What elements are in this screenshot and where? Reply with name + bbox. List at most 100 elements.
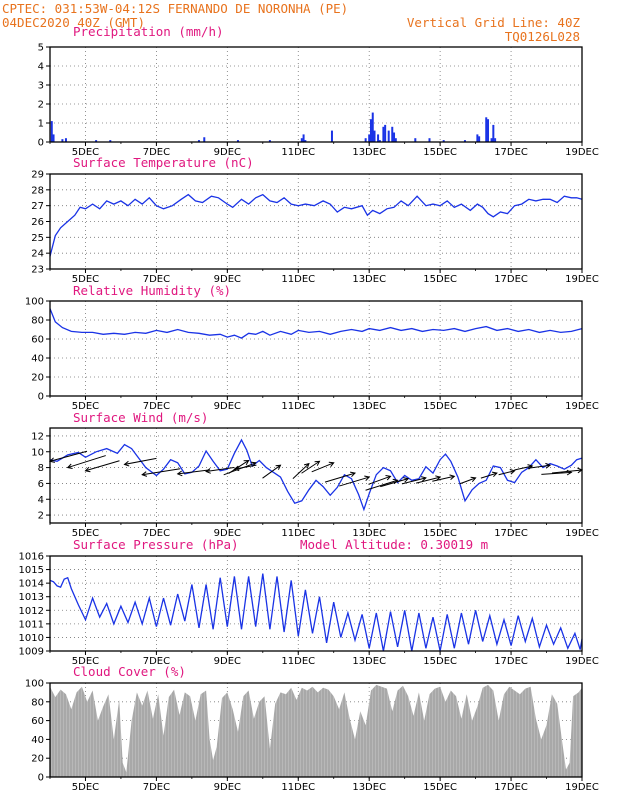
x-tick-label: 15DEC — [423, 528, 457, 539]
y-tick-label: 1014 — [19, 579, 44, 590]
y-tick-label: 1012 — [19, 606, 44, 617]
x-tick-label: 17DEC — [494, 528, 528, 539]
precip-bar — [197, 140, 200, 142]
x-tick-label: 13DEC — [352, 528, 386, 539]
x-tick-label: 9DEC — [214, 147, 241, 158]
precip-bar — [364, 138, 367, 142]
precip-bar — [330, 130, 333, 142]
y-tick-label: 10 — [31, 447, 44, 458]
x-tick-label: 19DEC — [565, 656, 599, 667]
wind-arrow-head — [364, 475, 371, 481]
temp-line — [49, 193, 583, 257]
precip-bar — [369, 119, 372, 142]
x-tick-label: 7DEC — [143, 528, 170, 539]
wind-arrow — [498, 470, 515, 476]
x-tick-label: 7DEC — [143, 274, 170, 285]
y-tick-label: 28 — [31, 185, 44, 196]
x-tick-label: 15DEC — [423, 656, 457, 667]
wind-arrow — [301, 460, 320, 474]
x-tick-label: 13DEC — [352, 274, 386, 285]
y-tick-label: 100 — [25, 297, 44, 308]
precip-bar — [378, 140, 381, 142]
x-tick-label: 11DEC — [281, 401, 315, 412]
wind-arrow-head — [449, 474, 456, 480]
wind-arrow — [324, 472, 356, 483]
y-tick-label: 60 — [31, 335, 44, 346]
x-tick-label: 11DEC — [281, 528, 315, 539]
wind-arrow-head — [385, 475, 392, 481]
x-tick-label: 9DEC — [214, 401, 241, 412]
precip-bar — [487, 119, 490, 142]
precip-bar — [387, 130, 390, 142]
precip-panel: 0 1 2 3 4 5 5DEC 7DEC 9DEC 11DEC 13DEC 15DEC 17DEC 19… — [38, 24, 599, 158]
precip-bar — [492, 124, 495, 142]
wind-arrow-head — [243, 459, 250, 466]
precip-bar — [485, 117, 488, 142]
x-tick-label: 13DEC — [352, 147, 386, 158]
precip-bar — [52, 134, 55, 142]
temp-title: Surface Temperature (nC) — [73, 155, 254, 170]
x-tick-label: 15DEC — [423, 782, 457, 793]
wind-arrow — [85, 460, 120, 472]
wind-panel: 2 4 6 8 10 12 5DEC 7DEC 9DEC 11DEC 13DEC 15DEC 17DEC… — [31, 410, 599, 539]
x-tick-label: 13DEC — [352, 656, 386, 667]
y-tick-label: 3 — [38, 81, 44, 92]
wind-arrow — [124, 457, 157, 465]
y-tick-label: 4 — [38, 495, 44, 506]
y-tick-label: 0 — [38, 392, 44, 403]
wind-arrow-head — [66, 463, 73, 469]
y-tick-label: 80 — [31, 697, 44, 708]
y-tick-label: 29 — [31, 170, 44, 181]
precip-bar — [414, 138, 417, 142]
x-tick-label: 19DEC — [565, 528, 599, 539]
x-tick-label: 19DEC — [565, 147, 599, 158]
wind-arrow-head — [250, 461, 257, 467]
precip-bar — [373, 130, 376, 142]
wind-arrow — [177, 469, 210, 475]
x-tick-label: 9DEC — [214, 274, 241, 285]
cloud-cover-area — [50, 684, 582, 777]
x-tick-label: 5DEC — [72, 147, 99, 158]
y-tick-label: 12 — [31, 431, 44, 442]
wind-arrow-head — [509, 469, 516, 475]
x-tick-label: 9DEC — [214, 656, 241, 667]
wind-arrow — [432, 475, 455, 482]
x-tick-label: 9DEC — [214, 782, 241, 793]
wind-arrow-head — [435, 475, 442, 481]
wind-arrow — [205, 467, 235, 473]
wind-arrow-head — [470, 476, 477, 483]
wind-arrow — [311, 462, 334, 473]
precip-bar — [476, 134, 479, 142]
wind-line — [49, 438, 583, 512]
precip-bar — [391, 126, 394, 142]
x-tick-label: 17DEC — [494, 782, 528, 793]
x-tick-label: 5DEC — [72, 401, 99, 412]
panel-frame — [49, 300, 583, 397]
wind-arrow — [368, 475, 391, 485]
precip-bar — [494, 138, 497, 142]
y-tick-label: 27 — [31, 201, 44, 212]
wind-arrow-head — [403, 477, 410, 483]
wind-arrow — [67, 455, 106, 469]
precip-bar — [377, 134, 380, 142]
y-tick-label: 1015 — [19, 565, 44, 576]
y-tick-label: 23 — [31, 265, 44, 276]
x-tick-label: 19DEC — [565, 401, 599, 412]
y-tick-label: 5 — [38, 43, 44, 54]
x-tick-label: 7DEC — [143, 782, 170, 793]
y-tick-label: 0 — [38, 138, 44, 149]
wind-arrow-head — [141, 471, 148, 477]
precip-bar — [203, 137, 206, 142]
pres-title: Surface Pressure (hPa) — [73, 537, 239, 552]
header-grid-line: Vertical Grid Line: 40Z — [407, 15, 581, 30]
precip-bar — [463, 140, 466, 142]
y-tick-label: 2 — [38, 100, 44, 111]
precip-bar — [382, 126, 385, 142]
panel-frame — [49, 682, 583, 778]
precip-bar — [61, 139, 64, 142]
wind-arrow-head — [420, 476, 427, 482]
x-tick-label: 5DEC — [72, 782, 99, 793]
y-tick-label: 40 — [31, 735, 44, 746]
wind-arrow — [380, 478, 409, 488]
x-tick-label: 15DEC — [423, 401, 457, 412]
